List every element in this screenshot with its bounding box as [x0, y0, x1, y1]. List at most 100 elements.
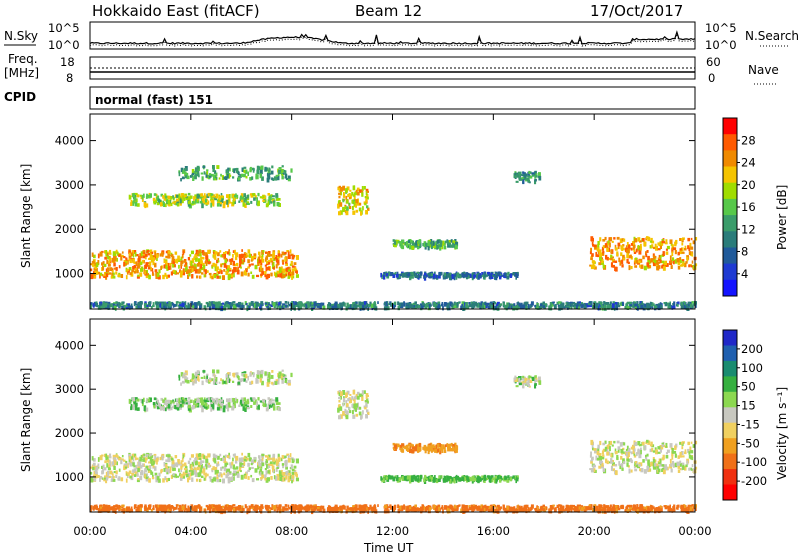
velocity-cell [394, 447, 397, 451]
power-cell [106, 259, 109, 265]
power-cell [362, 206, 364, 211]
power-cell [287, 269, 291, 272]
power-cell [239, 263, 242, 268]
power-cell [109, 267, 113, 271]
velocity-cell [455, 478, 458, 484]
power-cell [685, 261, 688, 264]
power-cell [203, 193, 206, 196]
power-cell [213, 174, 216, 179]
power-cell [647, 255, 650, 261]
power-cell [284, 257, 287, 262]
velocity-cell [204, 477, 207, 481]
velocity-cell [254, 468, 258, 473]
power-cell [156, 197, 159, 202]
velocity-cell [177, 402, 181, 405]
power-cell [612, 301, 615, 305]
freq-right-tick-top: 60 [706, 55, 721, 69]
power-cell [127, 269, 130, 273]
power-cell [456, 272, 460, 277]
power-cell [349, 189, 352, 192]
velocity-cell [627, 465, 630, 468]
velocity-cell [681, 446, 684, 450]
velocity-cell [228, 472, 232, 475]
power-cell [342, 198, 345, 203]
power-cell [534, 180, 537, 185]
velocity-cell [650, 441, 653, 447]
power-cell [374, 304, 377, 308]
power-cell [227, 302, 231, 305]
power-cell [139, 304, 142, 309]
velocity-cell [215, 377, 218, 381]
power-cell [200, 193, 203, 197]
power-cell [424, 303, 428, 309]
power-cell [152, 304, 155, 308]
power-cell [113, 253, 116, 257]
velocity-cell [251, 380, 254, 385]
velocity-cell [150, 459, 153, 464]
velocity-cell [93, 474, 96, 478]
power-cell [200, 172, 204, 175]
power-cell [621, 264, 624, 268]
power-cell [142, 259, 144, 264]
power-cell [346, 199, 349, 203]
power-cell [264, 271, 267, 276]
velocity-cell [249, 397, 253, 400]
velocity-cell [242, 406, 245, 411]
power-cell [179, 199, 182, 203]
velocity-cell [358, 411, 362, 416]
power-cell [194, 303, 197, 309]
power-cell [557, 304, 560, 308]
power-panel [89, 113, 696, 310]
velocity-cell [619, 463, 622, 467]
power-cell [180, 167, 184, 173]
velocity-cell [194, 403, 197, 408]
power-cell [111, 272, 114, 276]
power-cell [664, 260, 667, 266]
velocity-cell [168, 407, 171, 411]
power-cell [492, 306, 496, 311]
power-cell [442, 240, 445, 246]
power-cell [620, 252, 623, 257]
velocity-cell [194, 378, 197, 384]
velocity-cell [342, 397, 346, 403]
velocity-cell [454, 448, 458, 452]
power-cell [527, 175, 530, 178]
power-cell [131, 250, 135, 254]
velocity-cell [522, 375, 525, 379]
velocity-cell [143, 471, 146, 475]
power-cell [272, 254, 275, 259]
velocity-cell [276, 465, 280, 469]
velocity-cell [155, 475, 158, 480]
power-cell [133, 302, 136, 307]
velocity-cell [180, 473, 183, 478]
power-cell [191, 200, 195, 204]
velocity-cell [611, 444, 614, 447]
power-cell [424, 244, 427, 250]
velocity-cell [97, 463, 100, 467]
velocity-cell [444, 444, 447, 447]
velocity-cell [201, 407, 204, 413]
velocity-cell [617, 449, 620, 453]
velocity-cell [238, 404, 241, 407]
velocity-cell [133, 465, 137, 468]
velocity-cell [180, 465, 183, 470]
velocity-cell [113, 465, 116, 470]
power-cell [292, 304, 296, 310]
velocity-cell [172, 399, 174, 403]
power-cell [365, 188, 369, 192]
velocity-cell [159, 403, 162, 408]
power-cell [694, 237, 698, 241]
velocity-cell [679, 463, 682, 467]
velocity-cell [535, 377, 538, 381]
velocity-cell [258, 462, 262, 467]
power-cell [105, 250, 108, 255]
power-cell [267, 273, 270, 278]
velocity-cell [160, 406, 163, 411]
power-cell [650, 237, 653, 243]
velocity-cell [233, 372, 236, 378]
power-cell [243, 173, 246, 178]
velocity-cell [392, 477, 395, 482]
power-cell [592, 305, 595, 309]
velocity-cell [272, 465, 275, 469]
power-cell [657, 248, 661, 251]
